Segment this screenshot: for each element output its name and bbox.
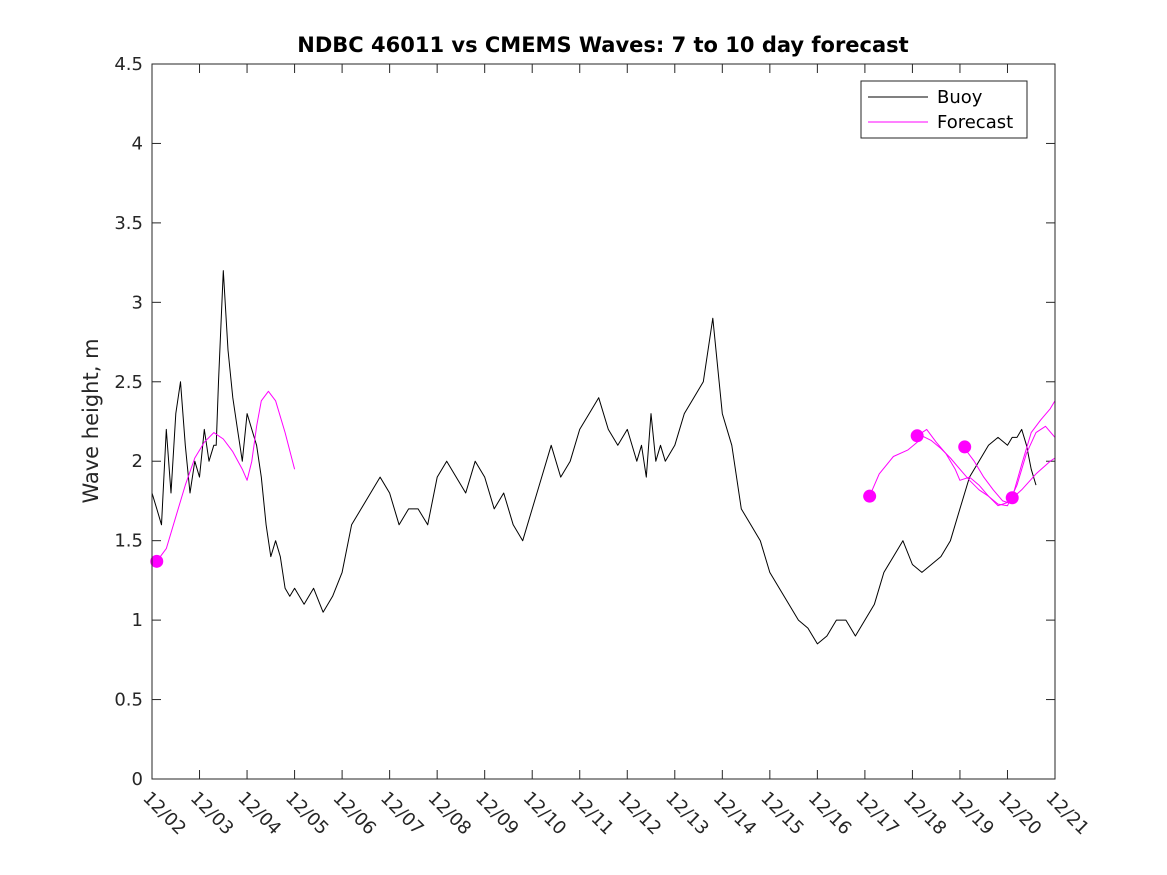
forecast-start-marker — [958, 440, 972, 454]
x-tick-label: 12/07 — [376, 788, 428, 840]
marker-layer — [150, 429, 1019, 568]
y-tick-label: 1 — [132, 610, 143, 631]
legend-label-forecast: Forecast — [937, 112, 1013, 133]
x-tick-label: 12/06 — [329, 788, 381, 840]
y-tick-label: 1.5 — [114, 531, 143, 552]
x-tick-label: 12/04 — [234, 788, 286, 840]
x-tick-label: 12/15 — [756, 788, 808, 840]
x-tick-label: 12/18 — [899, 788, 951, 840]
y-tick-label: 3 — [132, 292, 143, 313]
x-tick-label: 12/13 — [661, 788, 713, 840]
y-tick-label: 2.5 — [114, 372, 143, 393]
y-axis-label: Wave height, m — [79, 338, 103, 503]
y-tick-label: 2 — [132, 451, 143, 472]
legend: Buoy Forecast — [860, 80, 1028, 139]
legend-label-buoy: Buoy — [937, 87, 983, 108]
series-line-forecast-3 — [916, 425, 1056, 507]
x-tick-label: 12/05 — [281, 788, 333, 840]
x-tick-label: 12/17 — [851, 788, 903, 840]
y-tick-label: 0 — [132, 769, 143, 790]
series-line-buoy — [151, 270, 1037, 645]
legend-box — [860, 80, 1028, 139]
forecast-start-marker — [863, 489, 877, 503]
y-tick-label: 3.5 — [114, 213, 143, 234]
x-tick-label: 12/20 — [994, 788, 1046, 840]
x-tick-label: 12/14 — [709, 788, 761, 840]
forecast-start-marker — [1005, 491, 1019, 505]
plot-frame — [151, 63, 1056, 780]
x-tick-label: 12/12 — [614, 788, 666, 840]
forecast-start-marker — [150, 554, 164, 568]
y-axis: 0 0.5 1 1.5 2 2.5 3 3.5 4 4.5 — [114, 54, 1055, 790]
x-tick-label: 12/03 — [186, 788, 238, 840]
x-tick-label: 12/16 — [804, 788, 856, 840]
x-tick-label: 12/02 — [138, 788, 190, 840]
x-tick-label: 12/19 — [946, 788, 998, 840]
y-tick-label: 4.5 — [114, 54, 143, 75]
x-tick-label: 12/21 — [1041, 788, 1093, 840]
series-line-forecast-1 — [156, 390, 296, 562]
x-tick-label: 12/10 — [519, 788, 571, 840]
y-tick-label: 4 — [132, 133, 143, 154]
plot-area — [152, 64, 1055, 779]
y-tick-label: 0.5 — [114, 690, 143, 711]
forecast-start-marker — [910, 429, 924, 443]
series-line-forecast-2 — [869, 435, 1056, 507]
chart-title: NDBC 46011 vs CMEMS Waves: 7 to 10 day f… — [297, 33, 908, 57]
x-tick-label: 12/09 — [471, 788, 523, 840]
x-tick-label: 12/08 — [424, 788, 476, 840]
x-tick-label: 12/11 — [566, 788, 618, 840]
